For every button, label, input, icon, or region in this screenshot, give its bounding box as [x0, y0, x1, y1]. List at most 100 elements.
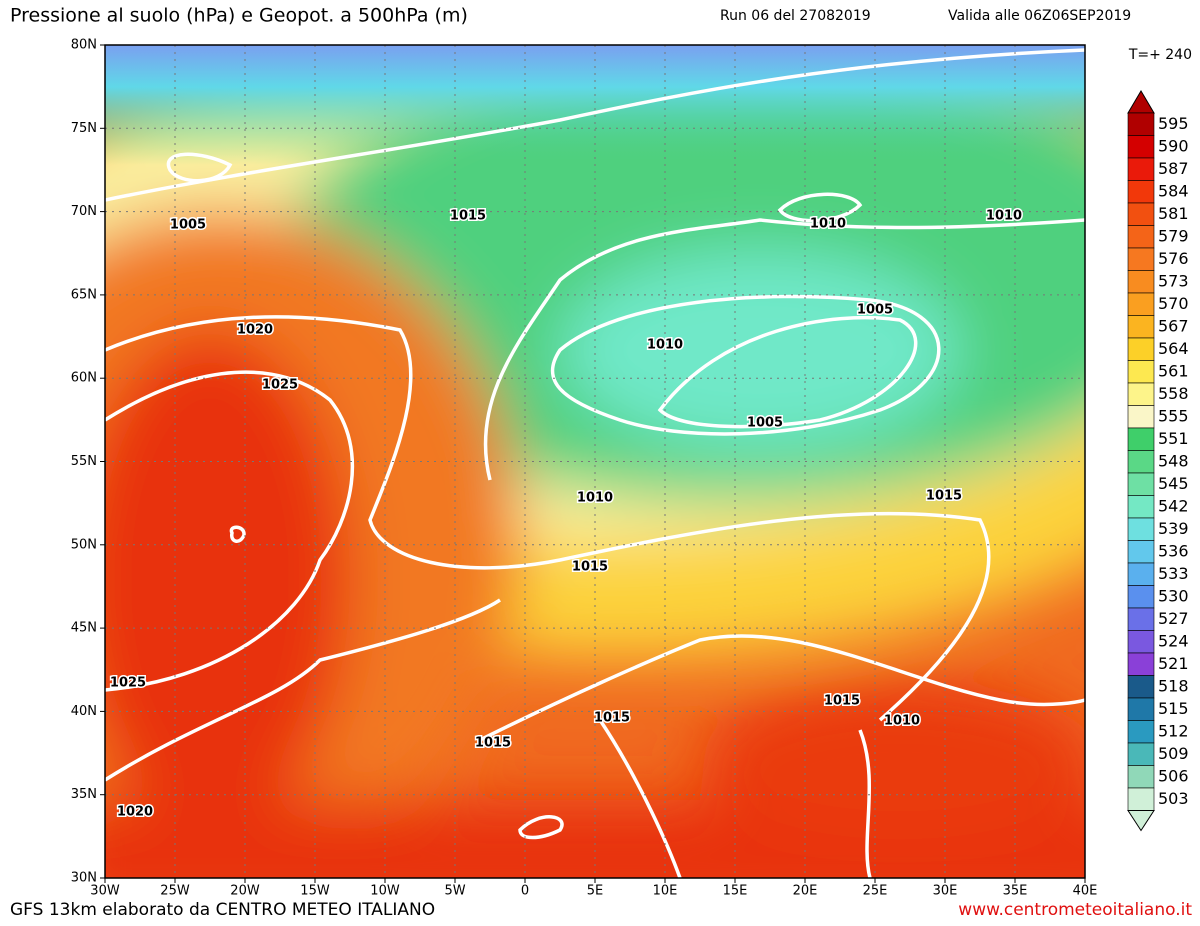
isobar-label: 1020: [117, 805, 153, 820]
colorbar-swatch: [1127, 427, 1155, 451]
lat-tick-label: 65N: [71, 287, 97, 302]
graticule: [105, 45, 1085, 878]
colorbar-swatch: [1127, 112, 1155, 136]
colorbar-swatch: [1127, 652, 1155, 676]
colorbar-arrow-bottom: [1127, 810, 1155, 832]
isobar-label: 1015: [824, 694, 860, 709]
colorbar-swatch: [1127, 180, 1155, 204]
axes: 30W 25W 20W 15W 10W 5W 0 5E 10E 15E 20E 25E 30E 35E 40…: [71, 38, 1098, 899]
lat-tick-label: 80N: [71, 38, 97, 53]
colorbar-swatch: [1127, 720, 1155, 744]
colorbar-swatch: [1127, 337, 1155, 361]
lon-tick-label: 10E: [653, 884, 678, 899]
lon-tick-label: 30E: [933, 884, 958, 899]
isobar-label: 1015: [594, 711, 630, 726]
colorbar-swatch: [1127, 787, 1155, 811]
colorbar-label: 587: [1158, 159, 1189, 178]
lat-tick-label: 55N: [71, 454, 97, 469]
colorbar-label: 561: [1158, 361, 1189, 380]
colorbar-swatch: [1127, 517, 1155, 541]
colorbar-swatch: [1127, 562, 1155, 586]
colorbar-swatch: [1127, 202, 1155, 226]
colorbar-swatch: [1127, 270, 1155, 294]
colorbar-swatch: [1127, 697, 1155, 721]
title: Pressione al suolo (hPa) e Geopot. a 500…: [10, 5, 468, 27]
lat-tick-label: 45N: [71, 621, 97, 636]
colorbar-label: 570: [1158, 294, 1189, 313]
isobar-label: 1005: [170, 218, 206, 233]
credit: GFS 13km elaborato da CENTRO METEO ITALI…: [10, 900, 435, 920]
colorbar-swatch: [1127, 292, 1155, 316]
colorbar-label: 521: [1158, 654, 1189, 673]
colorbar-label: 551: [1158, 429, 1189, 448]
lat-tick-label: 30N: [71, 871, 97, 886]
lat-tick-label: 60N: [71, 371, 97, 386]
colorbar-swatch: [1127, 495, 1155, 519]
colorbar-swatch: [1127, 315, 1155, 339]
colorbar-label: 539: [1158, 519, 1189, 538]
lon-tick-label: 10W: [370, 884, 400, 899]
lon-tick-label: 20E: [793, 884, 818, 899]
colorbar: 595 590 587 584 581 579 576 573 570 567 564 561 558 5…: [1127, 90, 1189, 832]
isobar-label: 1010: [884, 714, 920, 729]
colorbar-swatch: [1127, 225, 1155, 249]
colorbar-label: 555: [1158, 406, 1189, 425]
colorbar-label: 558: [1158, 384, 1189, 403]
valid-info: Valida alle 06Z06SEP2019: [948, 8, 1131, 24]
colorbar-label: 595: [1158, 114, 1189, 133]
isobar-label: 1015: [572, 560, 608, 575]
isobar-label: 1025: [262, 378, 298, 393]
colorbar-label: 533: [1158, 564, 1189, 583]
colorbar-label: 564: [1158, 339, 1189, 358]
colorbar-swatch: [1127, 540, 1155, 564]
isobar-label: 1010: [647, 338, 683, 353]
colorbar-swatch: [1127, 607, 1155, 631]
colorbar-label: 512: [1158, 721, 1189, 740]
colorbar-swatch: [1127, 472, 1155, 496]
colorbar-label: 567: [1158, 316, 1189, 335]
forecast-step: T=+ 240: [1128, 47, 1192, 63]
isobar-label: 1010: [810, 217, 846, 232]
colorbar-label: 584: [1158, 181, 1189, 200]
isobar-label: 1020: [237, 323, 273, 338]
colorbar-swatch: [1127, 135, 1155, 159]
isobar-label: 1015: [450, 209, 486, 224]
isobar-labels: 1005 1015 1010 1010 1020 1025 1010 1005 1005 1010…: [108, 207, 1023, 821]
isobar-label: 1010: [577, 491, 613, 506]
lat-tick-label: 75N: [71, 121, 97, 136]
lon-tick-label: 15E: [723, 884, 748, 899]
colorbar-label: 527: [1158, 609, 1189, 628]
colorbar-label: 548: [1158, 451, 1189, 470]
isobar-label: 1015: [475, 736, 511, 751]
colorbar-swatch: [1127, 247, 1155, 271]
lon-tick-label: 15W: [300, 884, 330, 899]
lon-tick-label: 30W: [90, 884, 120, 899]
site-url: www.centrometeoitaliano.it: [958, 900, 1192, 920]
colorbar-label: 524: [1158, 631, 1189, 650]
colorbar-label: 536: [1158, 541, 1189, 560]
colorbar-label: 506: [1158, 766, 1189, 785]
colorbar-label: 515: [1158, 699, 1189, 718]
colorbar-swatch: [1127, 585, 1155, 609]
colorbar-label: 542: [1158, 496, 1189, 515]
isobar-label: 1005: [857, 303, 893, 318]
colorbar-label: 518: [1158, 676, 1189, 695]
isobar-label: 1010: [986, 209, 1022, 224]
colorbar-label: 545: [1158, 474, 1189, 493]
lon-tick-label: 40E: [1073, 884, 1098, 899]
colorbar-label: 590: [1158, 136, 1189, 155]
colorbar-label: 509: [1158, 744, 1189, 763]
colorbar-swatch: [1127, 157, 1155, 181]
lon-tick-label: 5W: [444, 884, 465, 899]
colorbar-swatch: [1127, 360, 1155, 384]
colorbar-swatch: [1127, 765, 1155, 789]
lat-tick-label: 35N: [71, 787, 97, 802]
colorbar-arrow-top: [1127, 90, 1155, 114]
colorbar-label: 573: [1158, 271, 1189, 290]
isobars: [105, 48, 1085, 878]
lat-tick-label: 70N: [71, 204, 97, 219]
isobar-label: 1005: [747, 416, 783, 431]
colorbar-swatch: [1127, 630, 1155, 654]
lon-tick-label: 0: [521, 884, 529, 899]
lon-tick-label: 35E: [1003, 884, 1028, 899]
